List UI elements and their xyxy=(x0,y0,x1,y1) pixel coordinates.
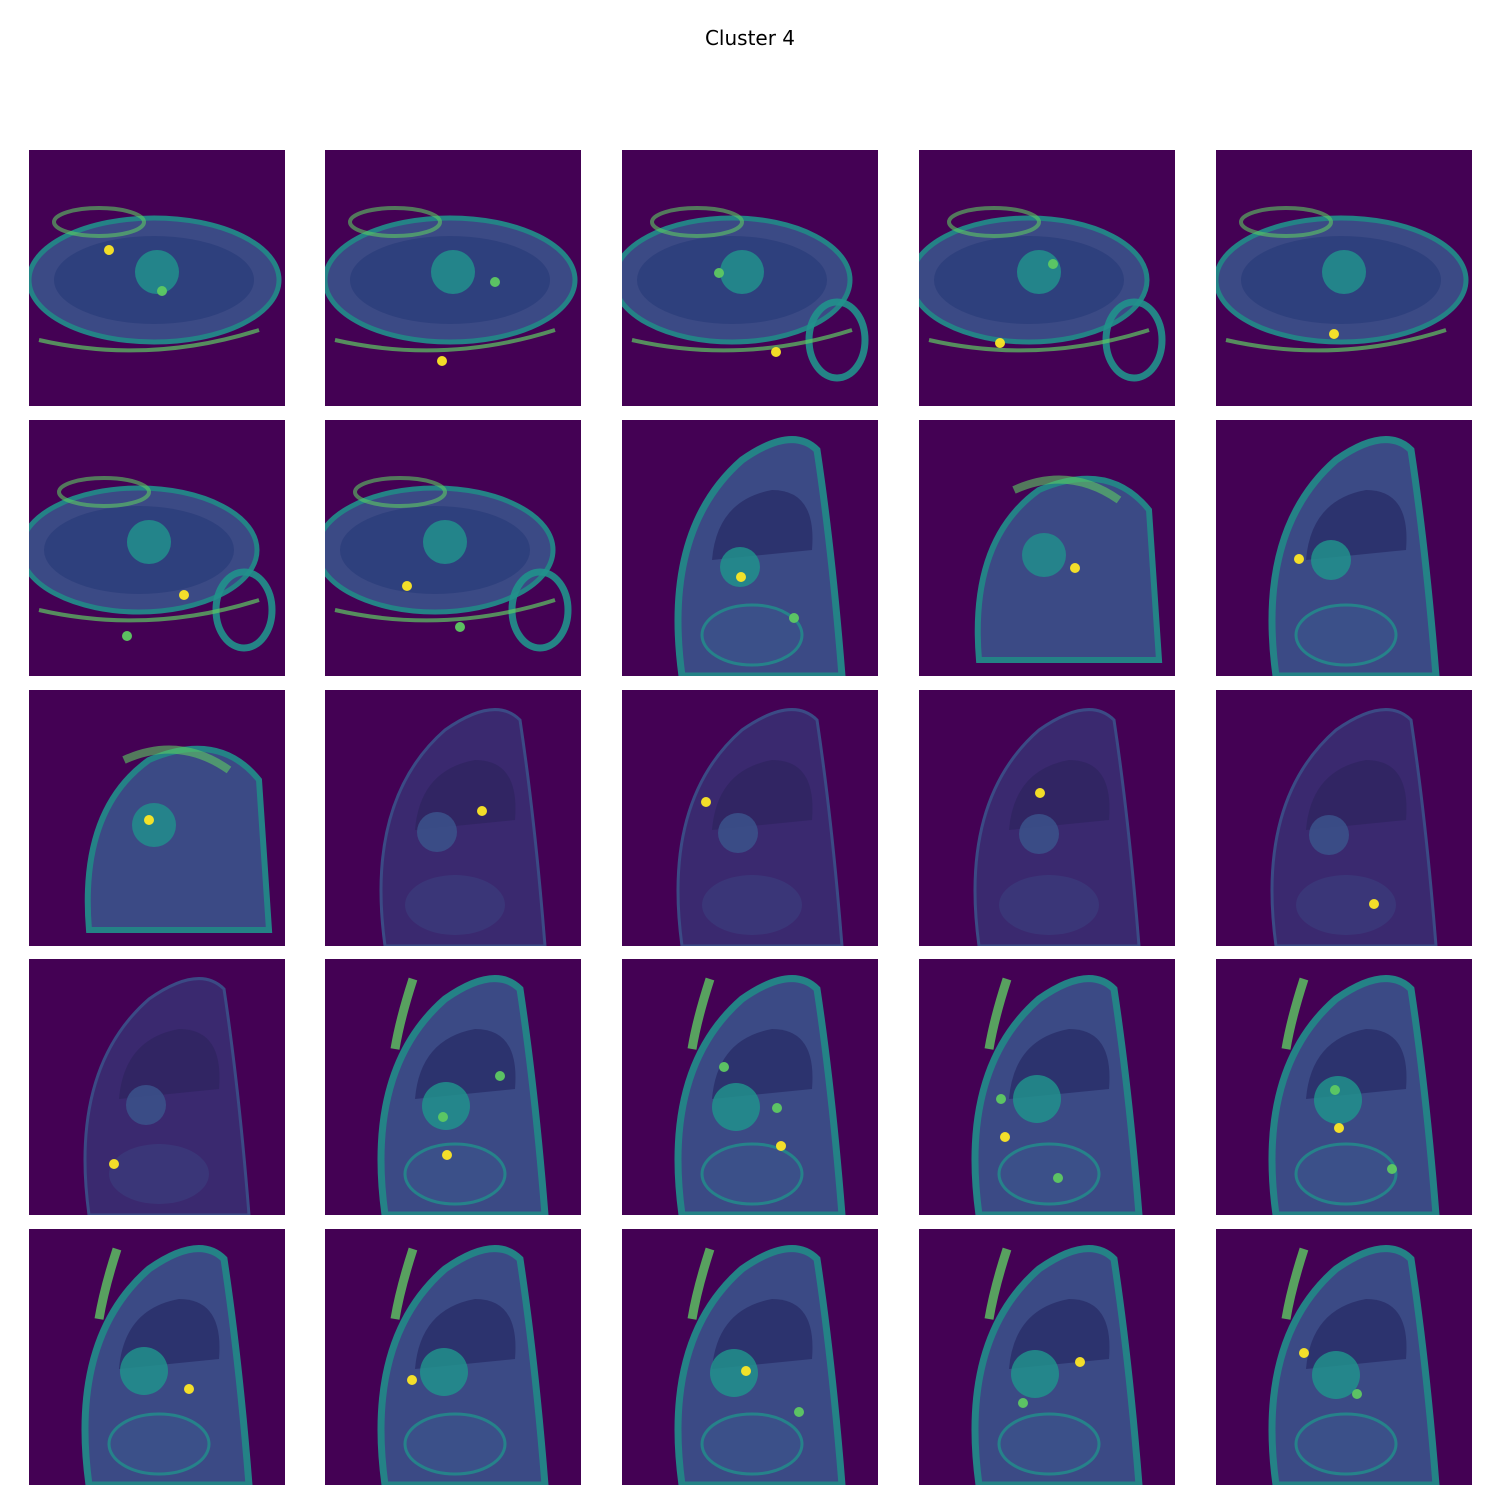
bright-spot xyxy=(1330,1085,1340,1095)
mri-slice-tile xyxy=(29,150,285,406)
bright-spot xyxy=(477,806,487,816)
mri-slice-image xyxy=(325,420,581,676)
mri-slice-tile xyxy=(29,420,285,676)
bright-spot xyxy=(1294,554,1304,564)
bright-spot xyxy=(776,1141,786,1151)
bright-spot xyxy=(771,347,781,357)
mri-slice-image xyxy=(29,690,285,946)
bright-spot xyxy=(407,1375,417,1385)
mri-slice-tile xyxy=(29,690,285,946)
bright-spot xyxy=(455,622,465,632)
bright-spot xyxy=(402,581,412,591)
mri-slice-tile xyxy=(325,420,581,676)
mri-slice-image xyxy=(622,690,878,946)
mri-slice-tile xyxy=(919,1229,1175,1485)
bright-spot xyxy=(1369,899,1379,909)
bright-spot xyxy=(157,286,167,296)
mri-slice-image xyxy=(325,150,581,406)
mri-slice-image xyxy=(1216,1229,1472,1485)
mri-slice-image xyxy=(919,1229,1175,1485)
bright-spot xyxy=(789,613,799,623)
bright-spot xyxy=(995,338,1005,348)
mri-slice-image xyxy=(622,420,878,676)
mri-slice-tile xyxy=(325,150,581,406)
mri-slice-image xyxy=(325,959,581,1215)
bright-spot xyxy=(1387,1164,1397,1174)
bright-spot xyxy=(109,1159,119,1169)
bright-spot xyxy=(736,572,746,582)
bright-spot xyxy=(1329,329,1339,339)
mri-slice-image xyxy=(622,150,878,406)
mri-slice-image xyxy=(622,1229,878,1485)
mri-slice-tile xyxy=(325,690,581,946)
figure-title: Cluster 4 xyxy=(704,26,796,50)
mri-slice-tile xyxy=(1216,1229,1472,1485)
bright-spot xyxy=(122,631,132,641)
bright-spot xyxy=(1299,1348,1309,1358)
bright-spot xyxy=(1352,1389,1362,1399)
mri-slice-tile xyxy=(1216,150,1472,406)
mri-slice-tile xyxy=(919,690,1175,946)
mri-slice-tile xyxy=(622,420,878,676)
mri-slice-tile xyxy=(325,1229,581,1485)
mri-slice-image xyxy=(919,959,1175,1215)
mri-slice-tile xyxy=(919,150,1175,406)
bright-spot xyxy=(438,1112,448,1122)
bright-spot xyxy=(701,797,711,807)
mri-slice-image xyxy=(29,420,285,676)
bright-spot xyxy=(1053,1173,1063,1183)
mri-slice-image xyxy=(325,690,581,946)
mri-slice-image xyxy=(325,1229,581,1485)
bright-spot xyxy=(495,1071,505,1081)
mri-slice-image xyxy=(919,420,1175,676)
bright-spot xyxy=(179,590,189,600)
bright-spot xyxy=(1048,259,1058,269)
bright-spot xyxy=(1035,788,1045,798)
bright-spot xyxy=(442,1150,452,1160)
mri-slice-tile xyxy=(622,959,878,1215)
mri-slice-image xyxy=(29,150,285,406)
mri-slice-image xyxy=(29,1229,285,1485)
bright-spot xyxy=(1000,1132,1010,1142)
mri-slice-tile xyxy=(29,959,285,1215)
mri-slice-tile xyxy=(919,959,1175,1215)
mri-slice-image xyxy=(1216,690,1472,946)
mri-slice-tile xyxy=(622,1229,878,1485)
bright-spot xyxy=(1334,1123,1344,1133)
bright-spot xyxy=(1018,1398,1028,1408)
bright-spot xyxy=(719,1062,729,1072)
mri-slice-image xyxy=(919,690,1175,946)
bright-spot xyxy=(490,277,500,287)
mri-slice-tile xyxy=(622,150,878,406)
bright-spot xyxy=(184,1384,194,1394)
mri-slice-tile xyxy=(1216,959,1472,1215)
mri-slice-image xyxy=(919,150,1175,406)
mri-slice-tile xyxy=(919,420,1175,676)
mri-slice-tile xyxy=(325,959,581,1215)
mri-slice-image xyxy=(1216,959,1472,1215)
bright-spot xyxy=(996,1094,1006,1104)
mri-slice-image xyxy=(1216,150,1472,406)
bright-spot xyxy=(794,1407,804,1417)
bright-spot xyxy=(144,815,154,825)
mri-slice-image xyxy=(622,959,878,1215)
mri-slice-tile xyxy=(1216,690,1472,946)
bright-spot xyxy=(1070,563,1080,573)
mri-slice-tile xyxy=(1216,420,1472,676)
mri-slice-tile xyxy=(29,1229,285,1485)
bright-spot xyxy=(714,268,724,278)
bright-spot xyxy=(437,356,447,366)
bright-spot xyxy=(104,245,114,255)
mri-slice-image xyxy=(29,959,285,1215)
mri-slice-tile xyxy=(622,690,878,946)
bright-spot xyxy=(772,1103,782,1113)
bright-spot xyxy=(1075,1357,1085,1367)
mri-slice-image xyxy=(1216,420,1472,676)
bright-spot xyxy=(741,1366,751,1376)
